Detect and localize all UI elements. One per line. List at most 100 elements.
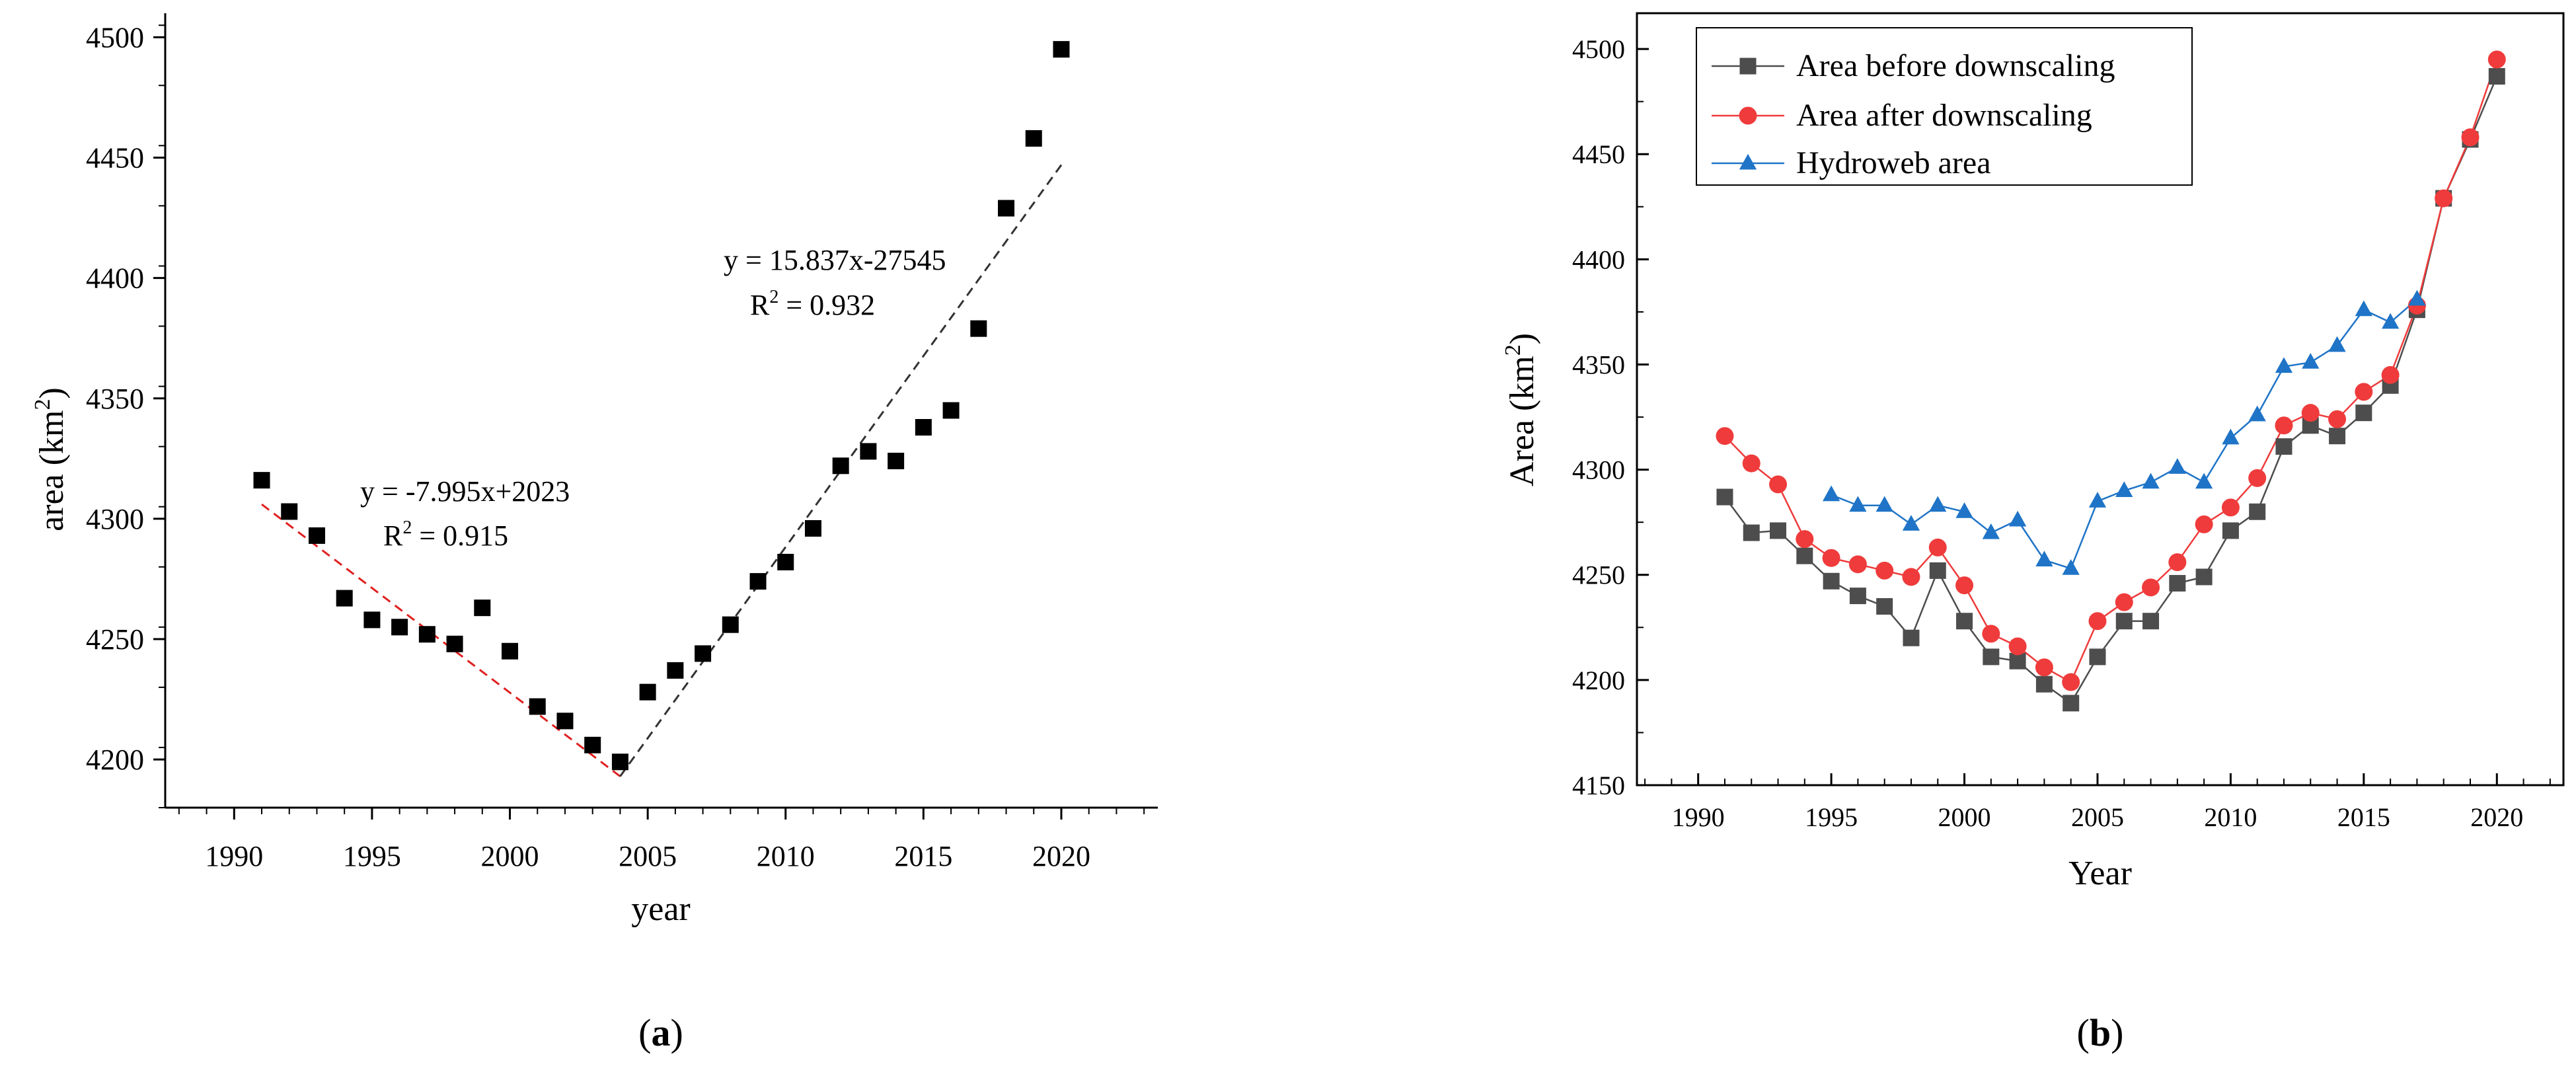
panel-a-chart: 1990 1995 2000 2005 2010 2015 2020 4200 4250 4300… (30, 13, 1158, 1054)
panel-b-series-3-point (2035, 551, 2053, 566)
panel-a-y-tick-label: 4500 (86, 21, 144, 54)
panel-a-data-point (749, 573, 767, 590)
panel-a-data-point (584, 736, 601, 753)
panel-b-y-tick-label: 4400 (1572, 245, 1625, 274)
panel-a-ticks: 1990 1995 2000 2005 2010 2015 2020 4200 4250 4300… (86, 21, 1145, 872)
panel-b-chart: 1990 1995 2000 2005 2010 2015 2020 4150 4200 4250… (1501, 12, 2565, 1054)
panel-b-y-tick-label: 4150 (1572, 771, 1625, 800)
panel-b-series-3-point (2222, 428, 2240, 445)
panel-b-y-tick-label: 4350 (1572, 350, 1625, 379)
panel-b-series-1-point (1823, 572, 1840, 590)
panel-b-series-3-point (2062, 558, 2080, 575)
panel-b-series-3-point (2195, 473, 2213, 489)
panel-b-series-2-point (2275, 416, 2293, 435)
panel-a-x-tick-label: 2005 (619, 840, 677, 872)
panel-b-series-2-point (2328, 410, 2347, 428)
panel-b-series-2-point (2115, 593, 2133, 611)
panel-b-series-2-point (2301, 404, 2320, 422)
panel-a-data-point (888, 452, 905, 469)
panel-a-y-tick-label: 4350 (86, 383, 144, 415)
panel-b-series-1-point (1770, 522, 1787, 539)
panel-a-data-point (804, 519, 821, 537)
panel-a-data-point (253, 472, 270, 489)
panel-a-data-point (281, 503, 298, 520)
panel-a-r2-2: R2 = 0.932 (750, 287, 875, 321)
panel-a-y-tick-label: 4450 (86, 142, 144, 174)
panel-b-series-2-point (2461, 128, 2480, 147)
panel-b-series-3-point (1929, 496, 1947, 512)
panel-b-series-3-point (2328, 336, 2346, 352)
panel-b-series-2-point (1716, 427, 1734, 445)
panel-a-data-points (253, 41, 1070, 771)
panel-b-series-1-point (2249, 503, 2266, 520)
panel-b-series-1-point (2488, 67, 2505, 85)
panel-b-series-1-point (1796, 547, 1813, 564)
panel-b-series-1-point (2355, 404, 2372, 422)
panel-a-x-axis-label: year (631, 890, 690, 928)
panel-a-x-tick-label: 1990 (205, 840, 263, 872)
legend-box (1696, 27, 2193, 186)
legend-marker-series-3 (1739, 153, 1757, 170)
legend-marker-series-2 (1739, 106, 1757, 125)
panel-a-data-point (998, 200, 1015, 217)
panel-a-x-tick-label: 2010 (757, 840, 815, 872)
panel-a-data-point (418, 626, 436, 643)
panel-b-series-2-point (1928, 538, 1947, 556)
panel-b-series-3-point (2355, 300, 2372, 317)
panel-b-x-tick-label: 2010 (2204, 802, 2257, 832)
panel-a-data-point (860, 443, 877, 460)
panel-b-series-1-point (2275, 438, 2292, 455)
panel-b-series-3-point (1875, 496, 1893, 512)
panel-a-data-point (502, 642, 519, 660)
panel-b-x-tick-label: 2005 (2071, 802, 2124, 832)
panel-b-series-3-point (2275, 357, 2293, 373)
panel-a-x-tick-label: 1995 (343, 840, 401, 872)
panel-b-label: (b) (2077, 1011, 2124, 1054)
panel-a-data-point (915, 418, 932, 436)
panel-a-data-point (832, 457, 849, 475)
panel-b-series-3-point (2302, 353, 2320, 369)
panel-a-x-tick-label: 2015 (894, 840, 952, 872)
panel-b-series-2-point (1875, 561, 1894, 580)
panel-a-data-point (1053, 41, 1070, 58)
panel-a-data-point (611, 753, 628, 771)
panel-b-y-tick-label: 4500 (1572, 34, 1625, 64)
panel-b-series-3-point (2088, 492, 2107, 508)
legend-label-series-1: Area before downscaling (1796, 48, 2115, 83)
panel-b-series-2-point (2142, 578, 2160, 597)
panel-b-series-3-point (2142, 473, 2160, 489)
panel-b-series-1-point (2063, 695, 2080, 712)
panel-a-data-point (529, 698, 546, 715)
panel-a-data-point (308, 527, 325, 544)
panel-a-data-point (695, 645, 712, 662)
panel-b-series-1-point (2115, 613, 2133, 630)
panel-b-series-1-point (1903, 629, 1920, 646)
panel-b-series-1-point (1983, 648, 2000, 666)
panel-b-series-2-point (2062, 673, 2080, 691)
panel-a-data-point (363, 611, 381, 629)
panel-b-y-tick-label: 4200 (1572, 666, 1625, 695)
panel-b-series-2-point (1902, 568, 1920, 586)
panel-b-series-2-point (1742, 454, 1761, 473)
panel-b-series-2-point (1796, 530, 1814, 549)
panel-a-data-point (474, 599, 491, 617)
panel-b-data-points (1716, 50, 2506, 712)
panel-b-series-3-point (1982, 523, 2000, 539)
panel-b-series-2-point (2381, 365, 2400, 384)
panel-a-trendline-2 (619, 164, 1063, 777)
panel-b-series-3-point (2408, 289, 2426, 306)
panel-b-series-2-point (1982, 625, 2000, 643)
panel-a-equation-1: y = -7.995x+2023 (360, 475, 570, 508)
panel-a-x-tick-label: 2020 (1032, 840, 1090, 872)
panel-b-y-tick-label: 4250 (1572, 560, 1625, 590)
panel-a-data-point (446, 635, 463, 652)
panel-b-x-tick-label: 2020 (2470, 802, 2523, 832)
panel-b-series-2-point (2088, 612, 2107, 631)
panel-a-data-point (722, 616, 739, 633)
panel-b-series-3-point (1849, 496, 1867, 512)
panel-b-series-2-point (1848, 555, 1867, 574)
legend-marker-series-1 (1739, 58, 1757, 75)
panel-b-series-2-point (1955, 576, 1974, 595)
panel-a-data-point (1025, 130, 1042, 147)
panel-b-series-3-point (2008, 510, 2027, 527)
